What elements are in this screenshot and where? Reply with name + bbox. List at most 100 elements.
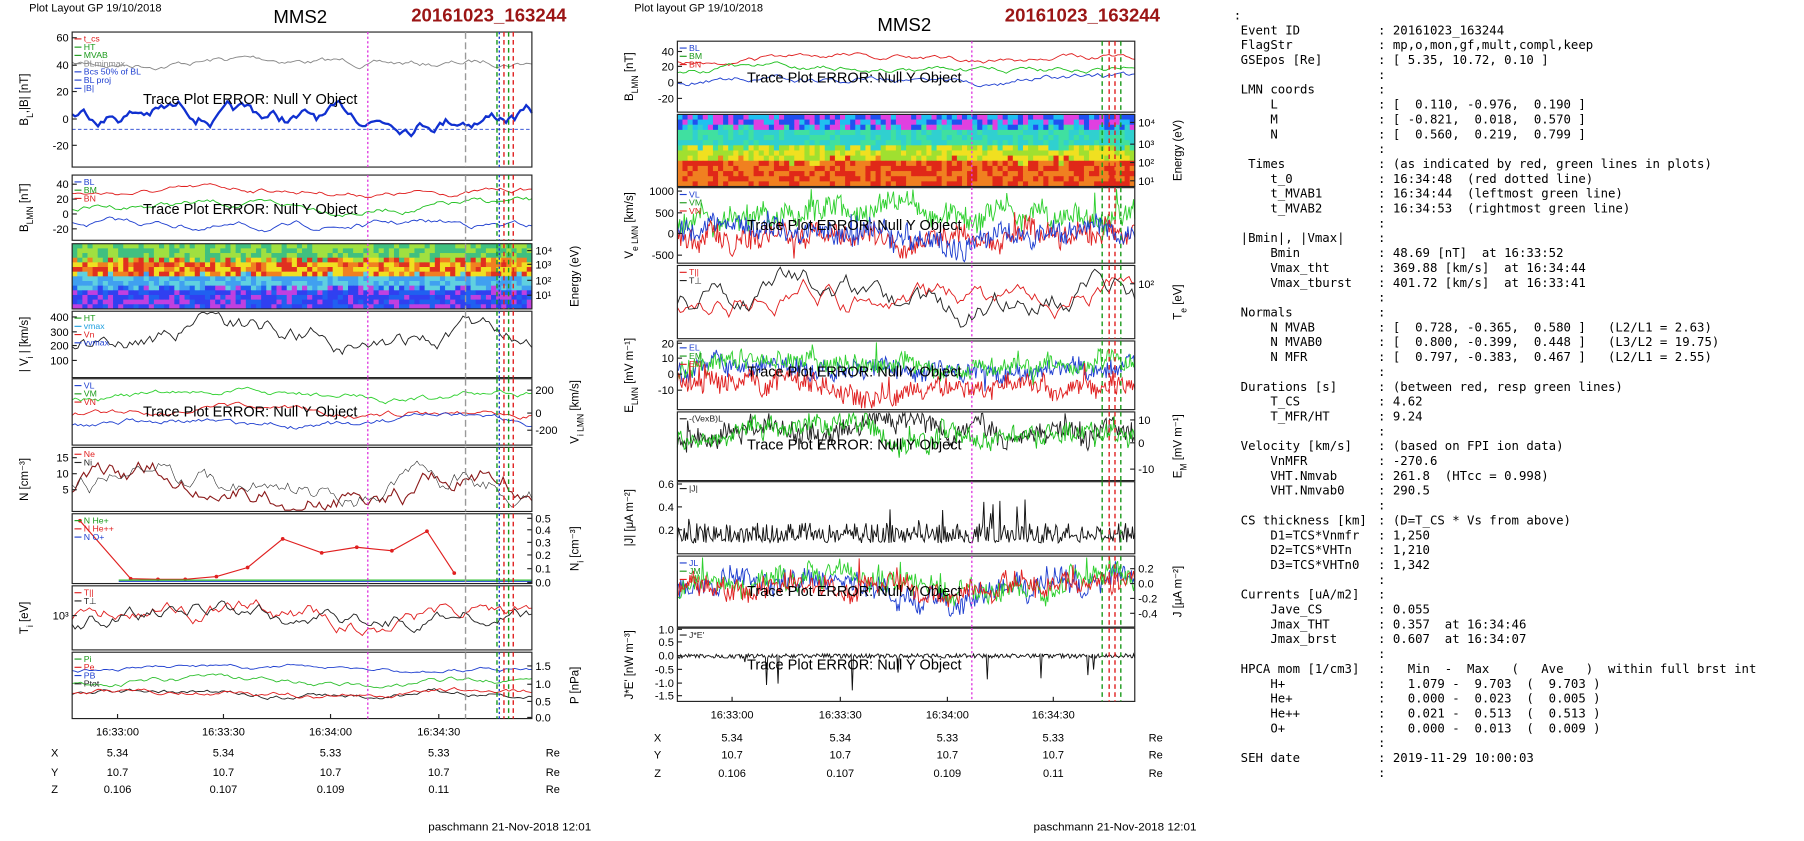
spectrogram-cell: [363, 294, 369, 301]
spectrogram-cell: [148, 299, 155, 305]
spectrogram-cell: [687, 150, 694, 157]
spectrogram-cell: [1053, 140, 1060, 146]
info-value: : 16:34:48 (red dotted line): [1378, 172, 1593, 186]
point: [354, 545, 359, 550]
spectrogram-cell: [941, 171, 948, 177]
spectrogram-cell: [199, 257, 206, 263]
spectrogram-cell: [824, 176, 831, 182]
spectrogram-cell: [972, 160, 978, 167]
spectrogram-cell: [383, 280, 390, 287]
spectrogram-cell: [399, 276, 405, 282]
spectrogram-cell: [936, 119, 943, 126]
spectrogram-cell: [865, 135, 871, 141]
spectrogram-cell: [388, 262, 395, 268]
spectrogram-cell: [220, 253, 226, 259]
legend-label: -(VexB)L: [689, 414, 723, 424]
spectrogram-cell: [850, 171, 856, 177]
spectrogram-cell: [286, 267, 293, 273]
spectrogram-cell: [956, 165, 963, 172]
spectrogram-cell: [718, 135, 724, 141]
spectrogram-cell: [404, 262, 410, 268]
spectrogram-cell: [501, 248, 507, 254]
spectrogram-cell: [153, 257, 160, 263]
spectrogram-cell: [1043, 181, 1049, 187]
spectrogram-cell: [327, 294, 334, 301]
spectrogram-cell: [895, 181, 902, 187]
spectrogram-cell: [312, 280, 318, 287]
spectrogram-cell: [526, 304, 533, 310]
spectrogram-cell: [363, 304, 369, 310]
legend-label: BM: [84, 185, 97, 195]
spectrogram-cell: [941, 135, 948, 141]
y-tick-label: 0.4: [659, 502, 674, 514]
spectrogram-cell: [143, 299, 150, 305]
spectrogram-cell: [82, 267, 88, 273]
y-tick-label: -200: [535, 425, 557, 437]
spectrogram-cell: [102, 248, 109, 254]
spectrogram-cell: [860, 176, 866, 182]
spectrogram-cell: [153, 267, 160, 273]
spectrogram-cell: [434, 276, 441, 282]
spectrogram-cell: [128, 248, 134, 254]
spectrogram-cell: [286, 253, 293, 259]
spectrogram-cell: [799, 155, 805, 162]
spectrogram-cell: [455, 290, 461, 296]
spectrogram-cell: [682, 160, 689, 167]
spectrogram-cell: [956, 119, 963, 126]
spectrogram-cell: [77, 304, 83, 310]
spectrogram-cell: [1063, 124, 1070, 131]
spectrogram-cell: [455, 253, 461, 259]
spectrogram-cell: [707, 181, 714, 187]
spectrogram-cell: [82, 304, 88, 310]
spectrogram-cell: [332, 285, 339, 291]
spectrogram-cell: [1053, 150, 1060, 157]
spectrogram-cell: [768, 124, 775, 131]
spectrogram-cell: [404, 285, 410, 291]
spectrogram-cell: [723, 124, 729, 131]
trace: [677, 52, 1135, 66]
spectrogram-cell: [347, 304, 354, 310]
info-key: Normals: [1241, 306, 1293, 320]
spectrogram-cell: [1109, 140, 1115, 146]
spectrogram-cell: [235, 253, 242, 259]
spectrogram-cell: [1058, 171, 1065, 177]
spectrogram-cell: [911, 129, 917, 136]
spectrogram-cell: [419, 267, 426, 273]
spectrogram-cell: [414, 280, 420, 287]
spectrogram-cell: [266, 243, 272, 249]
spectrogram-cell: [1043, 155, 1049, 162]
spectrogram-cell: [235, 271, 242, 277]
spectrogram-cell: [728, 155, 734, 162]
spectrogram-cell: [434, 280, 441, 287]
spectrogram-cell: [784, 160, 790, 167]
spectrogram-cell: [1114, 140, 1120, 146]
spectrogram-cell: [1104, 114, 1110, 121]
spectrogram-cell: [210, 280, 216, 287]
spectrogram-cell: [702, 181, 709, 187]
spectrogram-cell: [388, 285, 395, 291]
spectrogram-cell: [189, 285, 196, 291]
spectrogram-cell: [322, 285, 329, 291]
spectrogram-cell: [789, 129, 795, 136]
spectrogram-cell: [723, 145, 729, 151]
spectrogram-cell: [712, 114, 719, 121]
spectrogram-cell: [189, 267, 196, 273]
spectrogram-cell: [174, 280, 180, 287]
y-axis-label: |J| [μA m⁻²]: [624, 489, 636, 546]
panel-frame: [676, 340, 1136, 411]
legend-label: Pi: [84, 654, 92, 664]
spectrogram-cell: [1028, 176, 1034, 182]
spectrogram-cell: [860, 171, 866, 177]
spectrogram-cell: [82, 294, 88, 301]
spectrogram-cell: [204, 257, 211, 263]
spectrogram-cell: [880, 165, 887, 172]
spectrogram-cell: [941, 145, 948, 151]
spectrogram-cell: [480, 253, 487, 259]
error-message: Trace Plot ERROR: Null Y Object: [747, 365, 962, 381]
spectrogram-cell: [189, 271, 196, 277]
spectrogram-cell: [256, 299, 262, 305]
spectrogram-cell: [220, 285, 226, 291]
spectrogram-cell: [972, 119, 978, 126]
spectrogram-cell: [814, 160, 821, 167]
